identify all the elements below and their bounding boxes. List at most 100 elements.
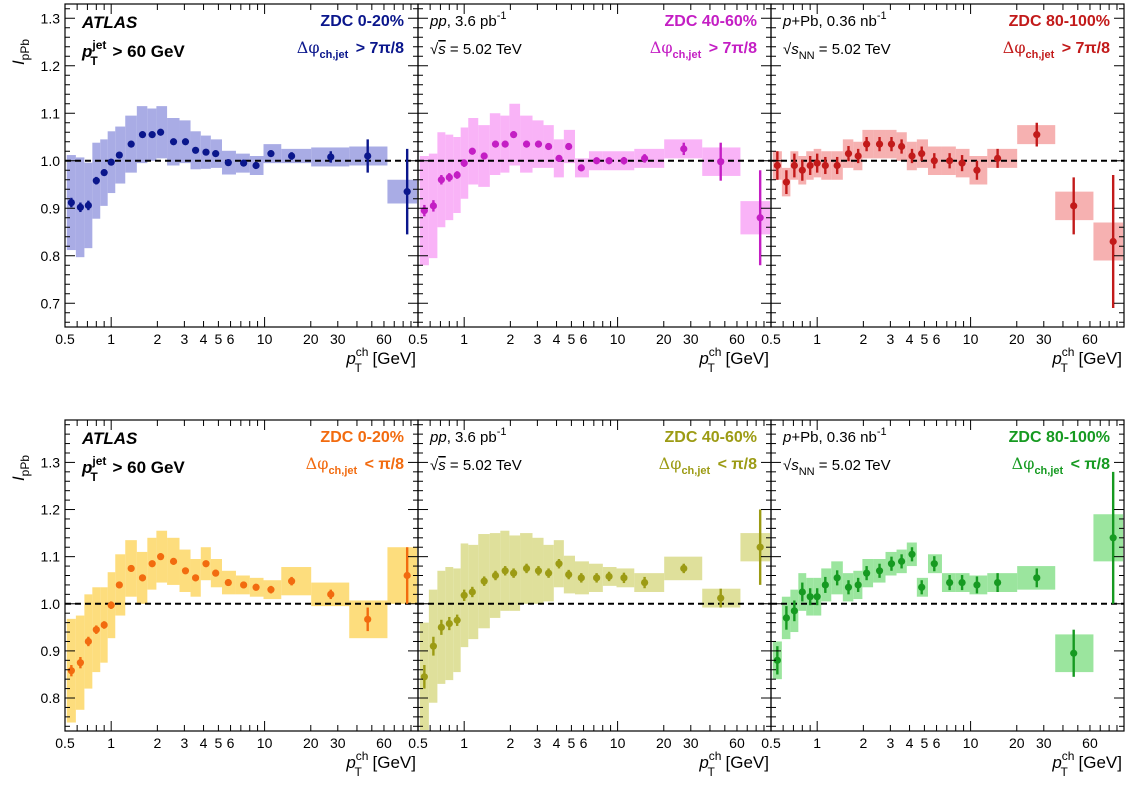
x-label-unit: [GeV] — [721, 753, 769, 772]
data-point — [364, 615, 372, 623]
data-point — [437, 623, 445, 631]
x-tick-label: 5 — [921, 735, 929, 751]
atlas-label: ATLAS — [81, 13, 138, 32]
sqrt-sub-nn: NN — [799, 466, 815, 478]
ppb-lumi: +Pb, 0.36 nb — [791, 13, 877, 30]
x-label-sup: ch — [1062, 749, 1075, 763]
y-tick-label: 1.3 — [41, 10, 61, 26]
x-tick-label: 20 — [303, 331, 319, 347]
sys-band — [634, 148, 665, 168]
x-tick-label: 30 — [683, 331, 699, 347]
zdc-label: ZDC 0-20% — [320, 13, 404, 30]
y-ticks: 0.8 0.9 1.0 1.1 1.2 1.3 — [41, 424, 418, 727]
pp-lumi: , 3.6 pb — [447, 429, 497, 446]
data-point — [288, 152, 296, 160]
ppb-system-p: p — [782, 13, 791, 30]
x-tick-label: 5 — [215, 331, 223, 347]
data-point — [565, 142, 573, 151]
data-point — [327, 153, 335, 161]
x-tick-label: 4 — [200, 735, 208, 751]
x-label-unit: [GeV] — [1074, 349, 1122, 368]
x-tick-label: 0.5 — [408, 331, 428, 347]
data-point — [468, 588, 476, 596]
x-tick-label: 4 — [906, 735, 914, 751]
y-tick-label: 0.9 — [41, 200, 61, 216]
data-point — [680, 564, 688, 573]
dphi-sub: ch,jet — [320, 49, 349, 61]
data-point — [157, 553, 165, 561]
data-point — [773, 161, 781, 170]
data-point — [806, 161, 814, 170]
data-point — [1070, 649, 1078, 657]
data-points — [67, 128, 411, 235]
data-point — [191, 574, 200, 582]
sys-band — [387, 547, 417, 604]
x-tick-label: 4 — [906, 331, 914, 347]
data-point — [605, 572, 613, 581]
dphi-symbol: Δφ — [297, 38, 320, 57]
zdc-label: ZDC 0-20% — [320, 429, 404, 446]
x-tick-label: 4 — [553, 331, 561, 347]
data-point — [202, 560, 210, 568]
data-point — [790, 161, 798, 170]
data-point — [833, 574, 841, 582]
data-point — [821, 161, 829, 170]
y-ticks — [771, 424, 1124, 727]
data-point — [468, 147, 476, 155]
data-point — [100, 621, 108, 629]
data-points — [420, 509, 764, 689]
x-label-sub: T — [707, 765, 715, 779]
x-tick-label: 2 — [859, 735, 867, 751]
data-point — [522, 564, 531, 573]
data-point — [994, 154, 1002, 162]
x-tick-label: 0.5 — [55, 735, 75, 751]
dphi-label: Δφch,jet < π/8 — [659, 454, 757, 477]
jet-cut-sup: jet — [91, 38, 106, 52]
x-tick-label: 5 — [215, 735, 223, 751]
x-tick-label: 2 — [506, 735, 514, 751]
data-point — [806, 593, 814, 601]
data-point — [84, 637, 92, 646]
x-label-unit: [GeV] — [368, 753, 416, 772]
data-point — [67, 667, 75, 675]
x-tick-label: 1 — [460, 331, 468, 347]
data-point — [994, 578, 1002, 587]
dphi-symbol: Δφ — [1012, 454, 1035, 473]
dphi-label: Δφch,jet < π/8 — [1012, 454, 1110, 477]
data-point — [854, 152, 862, 160]
x-tick-label: 3 — [886, 735, 894, 751]
data-point — [973, 166, 981, 174]
data-point — [821, 581, 829, 589]
x-tick-label: 60 — [376, 735, 392, 751]
y-tick-label: 1.2 — [41, 58, 61, 74]
y-label-i: I — [9, 60, 28, 65]
data-point — [191, 146, 200, 154]
data-point — [453, 171, 461, 179]
data-point — [544, 142, 553, 151]
data-point — [854, 581, 862, 589]
data-point — [148, 131, 156, 139]
y-label-i: I — [9, 476, 28, 481]
data-point — [240, 581, 248, 589]
jet-cut-label: pjet T > 60 GeV — [81, 38, 185, 68]
data-point — [534, 140, 543, 148]
data-point — [224, 578, 232, 587]
x-label-p: p — [698, 753, 708, 772]
ppb-energy: = 5.02 TeV — [815, 457, 891, 474]
ppb-lumi: +Pb, 0.36 nb — [791, 429, 877, 446]
x-axis-label: pch T [GeV] — [698, 749, 769, 779]
x-tick-label: 60 — [729, 331, 745, 347]
dphi-sub: ch,jet — [673, 49, 702, 61]
systematic-bands — [419, 530, 770, 730]
dphi-symbol: Δφ — [659, 454, 682, 473]
data-point — [115, 151, 123, 159]
data-point — [641, 154, 649, 162]
data-point — [403, 188, 411, 196]
y-tick-label: 0.8 — [41, 690, 61, 706]
data-point — [908, 550, 916, 558]
dphi-symbol: Δφ — [650, 38, 673, 57]
data-point — [510, 131, 518, 139]
